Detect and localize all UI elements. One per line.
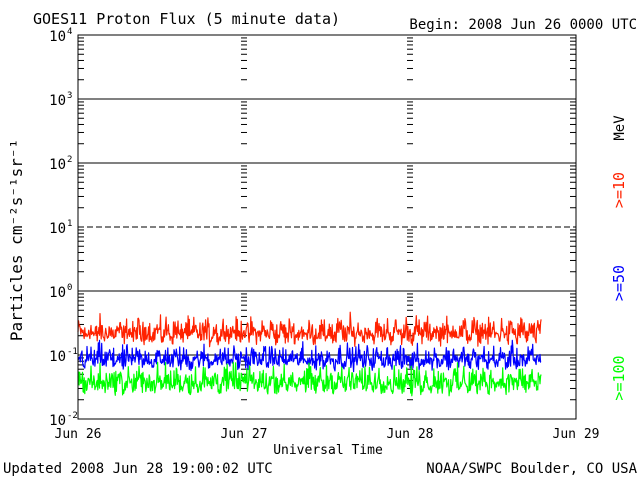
plot-frame: [77, 34, 577, 420]
y-tick-base: 10: [49, 29, 66, 45]
legend-ge100: >=100: [610, 355, 628, 400]
y-tick-label: 10 -1: [49, 347, 78, 365]
y-tick-label: 10 -2: [49, 411, 78, 429]
x-axis-label: Universal Time: [273, 443, 383, 458]
y-tick-base: 10: [49, 349, 66, 365]
begin-label: Begin: 2008 Jun 26 0000 UTC: [409, 17, 637, 33]
y-tick-label: 10 0: [49, 283, 72, 301]
y-tick-label: 10 3: [49, 91, 72, 109]
y-tick-exponent: -2: [67, 411, 78, 421]
y-tick-label: 10 2: [49, 155, 72, 173]
chart-title: GOES11 Proton Flux (5 minute data): [33, 10, 340, 28]
y-tick-exponent: 2: [67, 155, 72, 165]
series-layer: [77, 311, 542, 397]
y-tick-exponent: -1: [67, 347, 78, 357]
footer-source: NOAA/SWPC Boulder, CO USA: [426, 461, 637, 477]
x-tick-label: Jun 28: [387, 427, 434, 442]
y-axis-label: Particles cm⁻²s⁻¹sr⁻¹: [7, 139, 26, 341]
series-line-100: [77, 361, 542, 397]
y-tick-exponent: 0: [67, 283, 72, 293]
legend-ge50: >=50: [610, 265, 628, 301]
y-tick-exponent: 4: [67, 27, 72, 37]
legend-unit-mev: MeV: [612, 115, 628, 141]
y-tick-base: 10: [49, 157, 66, 173]
x-tick-labels: Jun 26 Jun 27 Jun 28 Jun 29: [55, 427, 600, 442]
y-tick-base: 10: [49, 413, 66, 429]
series-line-10: [77, 311, 542, 348]
y-tick-base: 10: [49, 93, 66, 109]
x-tick-label: Jun 26: [55, 427, 102, 442]
y-tick-label: 10 1: [49, 219, 72, 237]
series-line-50: [77, 339, 542, 373]
legend-ge10: >=10: [610, 172, 628, 208]
plot-grid: [78, 37, 576, 401]
y-tick-base: 10: [49, 285, 66, 301]
y-tick-exponent: 3: [67, 91, 72, 101]
footer-updated: Updated 2008 Jun 28 19:00:02 UTC: [3, 461, 273, 477]
x-tick-label: Jun 29: [553, 427, 600, 442]
y-tick-exponent: 1: [67, 219, 72, 229]
y-tick-label: 10 4: [49, 27, 72, 45]
x-tick-label: Jun 27: [221, 427, 268, 442]
y-tick-base: 10: [49, 221, 66, 237]
